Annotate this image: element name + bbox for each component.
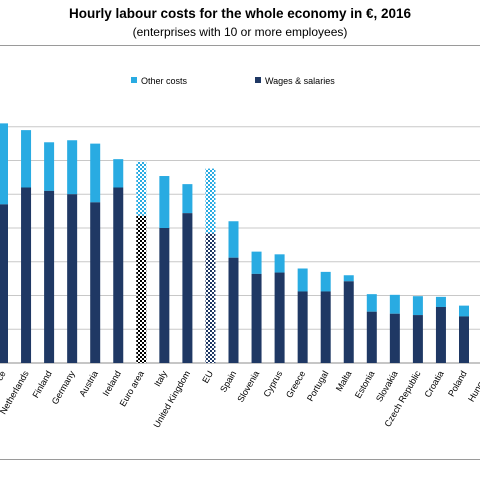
tick-label-finland: Finland (30, 369, 53, 400)
bar-wages-salaries-germany (67, 194, 78, 363)
bar-other-costs-croatia (435, 296, 446, 307)
tick-label-croatia: Croatia (423, 369, 446, 399)
tick-label-slovakia: Slovakia (374, 369, 400, 403)
bar-other-costs-ireland (113, 159, 124, 188)
bar-other-costs-greece (297, 268, 308, 292)
legend-swatch-other-costs (131, 77, 137, 83)
bar-wages-salaries-croatia (435, 306, 446, 363)
tick-label-eu: EU (200, 369, 215, 385)
bar-wages-salaries-poland (459, 316, 469, 363)
legend-swatch-wages-salaries (255, 77, 261, 83)
frame-top-border (0, 45, 480, 46)
bar-wages-salaries-euro-area (136, 215, 147, 363)
tick-label-portugal: Portugal (305, 369, 330, 403)
tick-label-greece: Greece (284, 369, 307, 400)
bar-wages-salaries-estonia (366, 311, 377, 363)
bar-other-costs-czech-republic (412, 296, 423, 316)
bar-wages-salaries-united-kingdom (182, 213, 193, 363)
bar-wages-salaries-spain (228, 257, 239, 363)
bar-other-costs-poland (459, 305, 469, 317)
bar-wages-salaries-malta (343, 281, 354, 363)
tick-label-slovenia: Slovenia (235, 369, 261, 404)
bar-other-costs-italy (159, 176, 170, 228)
bar-wages-salaries-greece (297, 291, 308, 363)
tick-label-estonia: Estonia (353, 369, 377, 400)
bar-other-costs-malta (343, 275, 354, 282)
tick-label-poland: Poland (446, 369, 469, 398)
bar-wages-salaries-austria (90, 202, 101, 363)
bar-other-costs-cyprus (274, 254, 285, 273)
tick-label-austria: Austria (77, 369, 100, 398)
tick-label-ireland: Ireland (101, 369, 123, 398)
legend-label-other-costs: Other costs (141, 76, 188, 86)
bar-other-costs-austria (90, 143, 101, 203)
chart-title: Hourly labour costs for the whole econom… (68, 6, 412, 21)
bar-wages-salaries-france (0, 204, 8, 363)
bar-other-costs-slovenia (251, 251, 262, 274)
bar-wages-salaries-italy (159, 228, 170, 363)
tick-label-cyprus: Cyprus (261, 369, 284, 399)
bar-other-costs-netherlands (21, 130, 32, 188)
bar-other-costs-france (0, 123, 8, 205)
bar-wages-salaries-ireland (113, 187, 124, 363)
bar-other-costs-portugal (320, 271, 331, 292)
chart-subtitle: (enterprises with 10 or more employees) (132, 25, 348, 39)
tick-label-malta: Malta (334, 369, 354, 393)
bar-wages-salaries-slovakia (389, 313, 400, 363)
legend-label-wages-salaries: Wages & salaries (265, 76, 335, 86)
bar-wages-salaries-slovenia (251, 273, 262, 363)
bar-other-costs-finland (44, 142, 55, 191)
tick-label-spain: Spain (218, 369, 238, 394)
bar-other-costs-euro-area (136, 161, 147, 216)
tick-label-france: ce (0, 369, 8, 382)
bar-other-costs-united-kingdom (182, 184, 193, 214)
bar-other-costs-germany (67, 140, 78, 195)
tick-label-italy: Italy (152, 369, 169, 389)
tick-label-germany: Germany (50, 369, 77, 406)
bar-wages-salaries-czech-republic (412, 315, 423, 363)
bar-wages-salaries-netherlands (21, 187, 32, 363)
bar-wages-salaries-eu (205, 233, 216, 363)
bar-wages-salaries-cyprus (274, 272, 285, 363)
bar-other-costs-slovakia (389, 294, 400, 314)
bar-other-costs-eu (205, 168, 216, 234)
frame-bottom-border (0, 459, 480, 460)
bar-other-costs-estonia (366, 294, 377, 312)
bar-other-costs-spain (228, 221, 239, 258)
bar-wages-salaries-portugal (320, 291, 331, 363)
bar-wages-salaries-finland (44, 190, 55, 363)
